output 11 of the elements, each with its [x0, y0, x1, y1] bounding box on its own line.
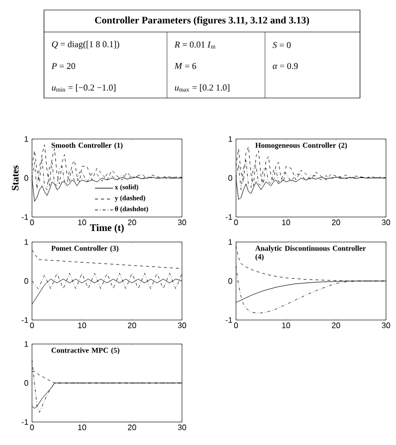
- text: u$_{max}$ = [0.2 1.0]: [174, 84, 230, 92]
- text: S = 0: [272, 42, 291, 48]
- text: P = 20: [51, 62, 76, 70]
- text: α = 0.9: [272, 62, 298, 70]
- text: Q = diag([1 8 0.1]): [52, 40, 120, 50]
- text: u$_{min}$ = [−0.2 −1.0]: [52, 84, 116, 92]
- text: Controller Parameters (figures 3.11, 3.12 and 3.13): [95, 16, 310, 26]
- text: R = 0.01 I$_{m}$: [174, 42, 216, 48]
- text: M = 6: [174, 62, 196, 70]
- x-axis-title: Time (t): [90, 224, 124, 234]
- y-axis-title: States: [12, 166, 19, 190]
